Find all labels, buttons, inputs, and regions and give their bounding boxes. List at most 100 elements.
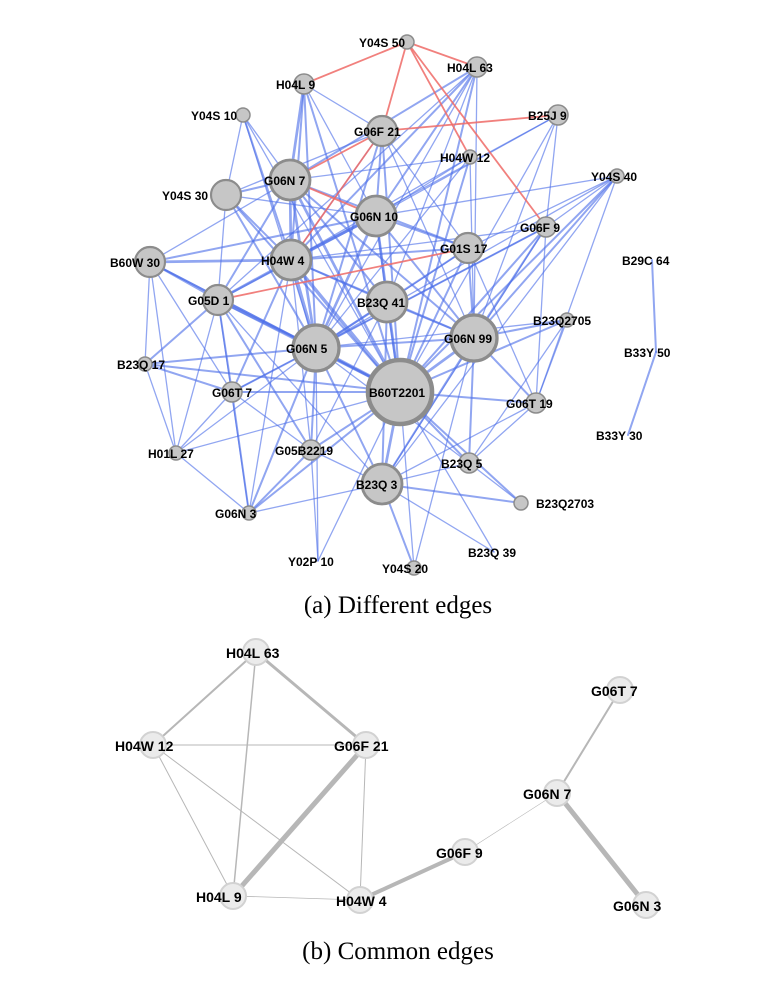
edge-different-blue	[144, 363, 233, 393]
edge-common	[230, 742, 369, 899]
edge-different-blue	[468, 319, 568, 464]
edge-common	[152, 744, 361, 901]
edge-different-blue	[468, 402, 537, 464]
common-node-label-g06n-7: G06N 7	[523, 786, 571, 802]
edge-different-blue	[473, 66, 478, 339]
edge-different-blue	[473, 114, 559, 339]
edge-different-blue	[149, 261, 233, 393]
node-g06n-99	[449, 313, 499, 363]
node-y04s-10	[235, 107, 251, 123]
node-b23q-3	[360, 462, 404, 506]
edge-different-blue	[175, 391, 401, 454]
edge-different-blue	[381, 402, 537, 485]
common-node-label-h04l-9: H04L 9	[196, 889, 242, 905]
node-g06n-5	[291, 323, 341, 373]
node-label-g06t-7: G06T 7	[212, 386, 252, 400]
node-g06n-3	[241, 505, 257, 521]
edge-different-blue	[175, 299, 219, 454]
edge-different-red	[290, 130, 383, 261]
node-g05b2219	[300, 439, 322, 461]
node-label-h04w-4: H04W 4	[261, 254, 305, 268]
edge-different-blue	[381, 483, 522, 504]
node-g01s-17	[451, 231, 485, 265]
common-node-label-g06f-21: G06F 21	[334, 738, 389, 754]
edge-common	[359, 744, 367, 901]
edge-different-blue	[399, 156, 471, 393]
node-label-b60w-30: B60W 30	[110, 256, 160, 270]
node-h01l-27	[168, 445, 184, 461]
node-label-b23q-17: B23Q 17	[117, 358, 165, 372]
node-label-h04w-12: H04W 12	[440, 151, 490, 165]
node-label-h01l-27: H01L 27	[148, 447, 194, 461]
node-label-b23q-39: B23Q 39	[468, 546, 516, 560]
edge-different-blue	[290, 247, 469, 261]
panel-b-nodes	[139, 638, 660, 919]
node-label-y04s-40: Y04S 40	[591, 170, 637, 184]
node-label-b25j-9: B25J 9	[528, 109, 567, 123]
common-node-g06n-7	[543, 779, 571, 807]
panel-b-edges	[152, 650, 649, 908]
node-label-b23q-41: B23Q 41	[357, 296, 405, 310]
node-b23q2705	[559, 312, 575, 328]
node-label-h04l-9: H04L 9	[276, 78, 315, 92]
edge-different-blue	[290, 226, 547, 261]
node-label-g06n-5: G06N 5	[286, 342, 328, 356]
edge-different-blue	[315, 347, 383, 485]
edge-different-blue	[535, 226, 547, 404]
edge-different-blue	[468, 462, 522, 504]
common-node-g06t-7	[606, 676, 634, 704]
node-label-y04s-50: Y04S 50	[359, 36, 405, 50]
node-b23q-41	[365, 280, 409, 324]
edge-different-blue	[627, 351, 657, 436]
panel-a-labels: Y04S 50 H04L 63 H04L 9 Y04S 10 G06F 21 B25J 9…	[110, 36, 671, 576]
edge-different-blue	[473, 175, 618, 339]
edge-different-blue	[381, 130, 401, 393]
edge-different-blue	[242, 114, 401, 393]
edge-common	[232, 895, 361, 901]
node-label-g06n-3: G06N 3	[215, 507, 257, 521]
node-g06n-10	[354, 194, 398, 238]
edge-different-blue	[467, 175, 618, 249]
edge-different-blue	[381, 483, 495, 553]
edge-different-blue	[144, 347, 317, 365]
node-y04s-40	[609, 168, 625, 184]
edge-different-blue	[545, 175, 618, 228]
node-g06f-9	[535, 216, 557, 238]
node-label-g05b2219: G05B2219	[275, 444, 333, 458]
node-g05d-1	[201, 283, 235, 317]
edge-different-blue	[231, 259, 292, 393]
node-label-b23q-5: B23Q 5	[441, 457, 483, 471]
edge-different-blue	[381, 175, 618, 485]
common-node-h04l-9	[219, 882, 247, 910]
edge-different-blue	[289, 156, 471, 181]
edge-different-blue	[315, 130, 383, 349]
node-label-b23q2703: B23Q2703	[536, 497, 594, 511]
edge-different-red	[406, 41, 471, 158]
node-h04l-9	[293, 73, 315, 95]
node-y04s-30	[209, 178, 243, 212]
edge-different-blue	[315, 66, 478, 349]
node-label-b29c-64: B29C 64	[622, 254, 670, 268]
node-b60w-30	[133, 245, 167, 279]
edge-different-blue	[225, 194, 377, 217]
edge-different-blue	[535, 319, 568, 404]
edge-different-blue	[231, 391, 250, 514]
edge-different-blue	[144, 363, 401, 393]
node-label-b33y-50: B33Y 50	[624, 346, 671, 360]
node-b60t2201	[365, 357, 435, 427]
edge-different-blue	[248, 483, 383, 514]
edge-common	[232, 651, 257, 897]
edge-common	[152, 651, 257, 746]
common-node-label-g06f-9: G06F 9	[436, 845, 483, 861]
edge-different-blue	[545, 114, 559, 228]
edge-different-blue	[149, 215, 377, 263]
node-label-g06n-10: G06N 10	[350, 210, 398, 224]
edge-different-blue	[310, 301, 388, 451]
edge-different-blue	[375, 66, 478, 217]
node-label-b23q2705: B23Q2705	[533, 314, 591, 328]
edge-different-blue	[315, 337, 475, 349]
node-label-y02p-10: Y02P 10	[288, 555, 334, 569]
common-node-g06f-9	[451, 838, 479, 866]
node-label-g06n-99: G06N 99	[444, 332, 492, 346]
node-y04s-20	[406, 560, 422, 576]
